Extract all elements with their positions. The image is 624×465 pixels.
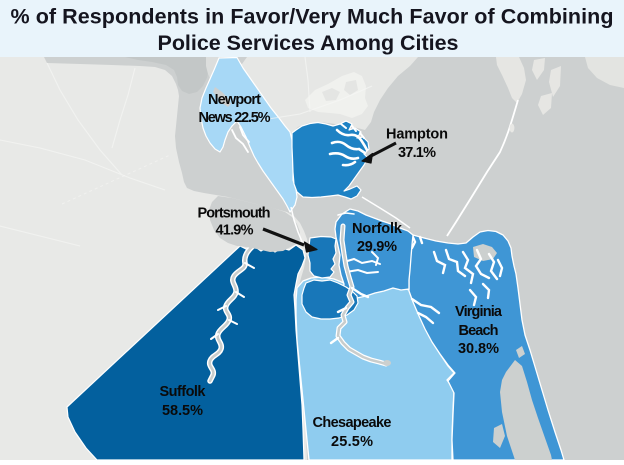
svg-text:Portsmouth: Portsmouth xyxy=(198,206,271,222)
svg-text:Newport: Newport xyxy=(208,92,261,108)
svg-text:Norfolk: Norfolk xyxy=(352,221,403,237)
svg-text:News 22.5%: News 22.5% xyxy=(199,110,271,126)
svg-text:Chesapeake: Chesapeake xyxy=(313,415,392,431)
svg-text:% of Respondents in Favor/Very: % of Respondents in Favor/Very Much Favo… xyxy=(11,5,614,29)
svg-text:Beach: Beach xyxy=(459,323,499,339)
svg-text:29.9%: 29.9% xyxy=(357,239,397,255)
svg-text:Suffolk: Suffolk xyxy=(160,384,207,400)
svg-text:30.8%: 30.8% xyxy=(458,341,499,357)
svg-text:37.1%: 37.1% xyxy=(398,145,436,161)
svg-text:41.9%: 41.9% xyxy=(216,223,254,239)
svg-text:Virginia: Virginia xyxy=(455,304,503,320)
svg-text:Hampton: Hampton xyxy=(386,127,448,143)
svg-text:58.5%: 58.5% xyxy=(162,403,203,419)
svg-text:Police Services Among Cities: Police Services Among Cities xyxy=(158,31,459,55)
svg-text:25.5%: 25.5% xyxy=(331,434,373,450)
